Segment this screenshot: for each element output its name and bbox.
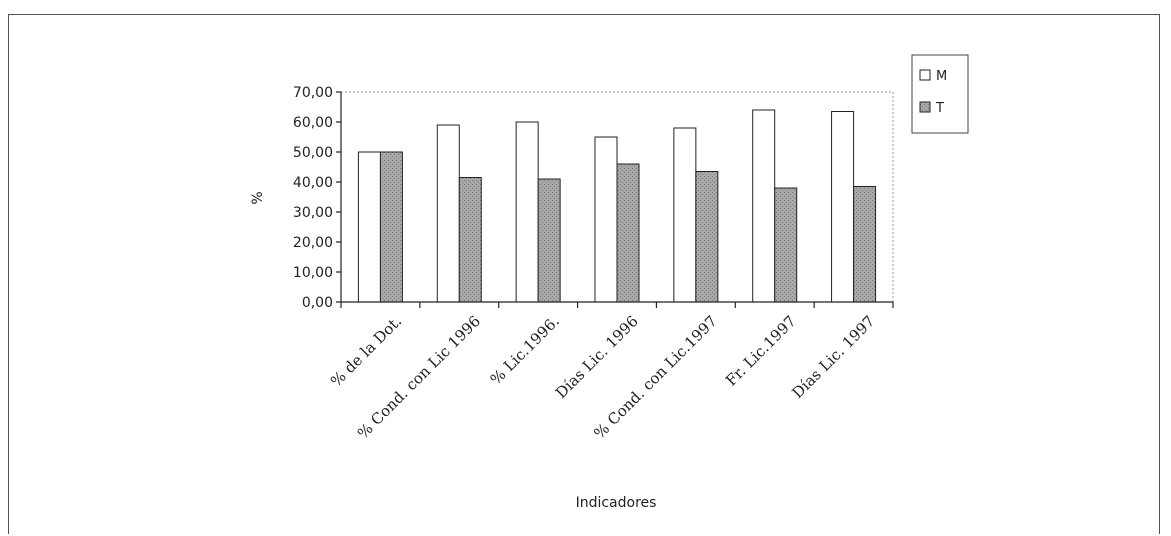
legend-label-m: M (936, 69, 947, 84)
bar-m (831, 111, 855, 303)
bar-t (537, 178, 561, 303)
bar-m (673, 127, 697, 303)
bar-m (594, 136, 618, 303)
bar-m (436, 124, 460, 303)
y-tick-label: 50,00 (293, 145, 333, 161)
y-tick-label: 20,00 (293, 235, 333, 251)
y-tick-label: 10,00 (293, 265, 333, 281)
bar-t (853, 186, 877, 303)
bar-t (695, 171, 719, 303)
legend-label-t: T (935, 101, 944, 116)
bar-t (458, 177, 482, 303)
bar-m (357, 151, 381, 303)
y-tick-label: 40,00 (293, 175, 333, 191)
y-tick-label: 0,00 (302, 295, 333, 311)
legend-swatch-m (919, 69, 931, 81)
x-category-label: Fr. Lic.1997 (722, 312, 799, 389)
y-axis-title: % (250, 191, 266, 204)
x-category-label: Días Lic. 1996 (552, 312, 642, 402)
bar-t (379, 151, 403, 303)
legend: M T (911, 54, 969, 134)
x-axis-title: Indicadores (576, 495, 657, 511)
y-tick-label: 70,00 (293, 85, 333, 101)
chart-frame (8, 14, 1160, 534)
x-category-label: Días Lic. 1997 (789, 312, 879, 402)
legend-swatch-t (919, 101, 931, 113)
y-tick-label: 60,00 (293, 115, 333, 131)
legend-box (911, 54, 969, 134)
bar-t (616, 163, 640, 303)
x-category-label: % Lic.1996. (487, 312, 563, 388)
bar-m (515, 121, 539, 303)
bar-t (774, 187, 798, 303)
x-category-label: % de la Dot. (327, 312, 405, 390)
bar-m (752, 109, 776, 303)
y-tick-label: 30,00 (293, 205, 333, 221)
